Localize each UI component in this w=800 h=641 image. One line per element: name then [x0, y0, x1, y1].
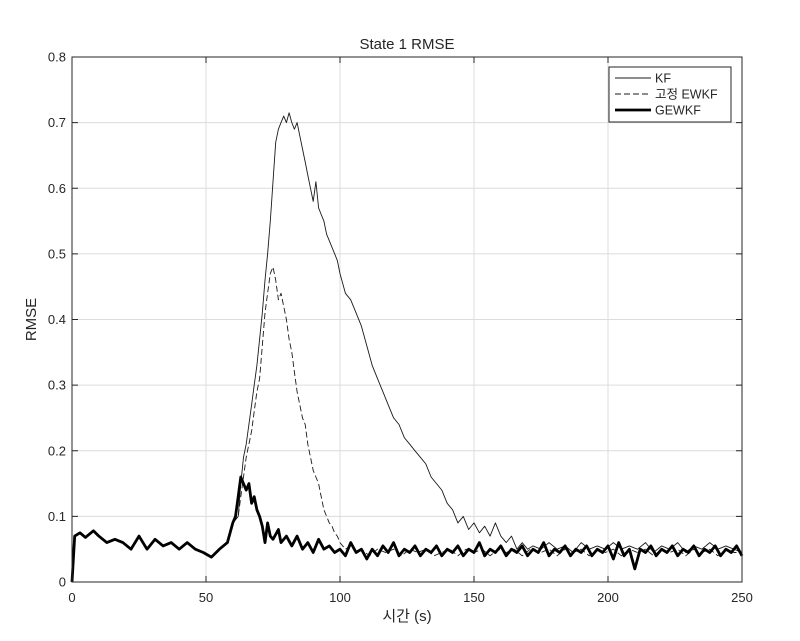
y-tick-label: 0.4 [48, 312, 66, 327]
series-line-2 [70, 475, 744, 583]
y-axis-label: RMSE [23, 298, 40, 341]
y-tick-label: 0.8 [48, 50, 66, 65]
legend-box [608, 66, 732, 123]
x-tick-label: 150 [463, 590, 485, 605]
y-tick-label: 0.5 [48, 246, 66, 261]
y-tick-label: 0.6 [48, 181, 66, 196]
y-tick-label: 0.7 [48, 115, 66, 130]
x-tick-label: 250 [731, 590, 753, 605]
x-tick-label: 50 [199, 590, 213, 605]
legend: KF 고정 EWKF GEWKF [608, 66, 732, 123]
tick-labels: 0 50 100 150 200 250 0 0.1 0.2 0.3 0.4 0.5 0.6 0.7 0.8 [48, 50, 753, 606]
legend-label-kf: KF [655, 72, 671, 86]
y-tick-label: 0.1 [48, 509, 66, 524]
x-tick-label: 200 [597, 590, 619, 605]
y-tick-label: 0.3 [48, 378, 66, 393]
y-tick-label: 0 [59, 575, 66, 590]
y-tick-label: 0.2 [48, 443, 66, 458]
legend-label-gewkf: GEWKF [655, 104, 701, 118]
chart-title: State 1 RMSE [359, 36, 454, 53]
x-axis-label: 시간 (s) [382, 608, 431, 625]
x-tick-label: 100 [329, 590, 351, 605]
x-tick-label: 0 [68, 590, 75, 605]
axis-ticks [71, 56, 743, 583]
legend-label-fixed-ewkf: 고정 EWKF [655, 88, 718, 102]
series-layer [70, 112, 744, 583]
